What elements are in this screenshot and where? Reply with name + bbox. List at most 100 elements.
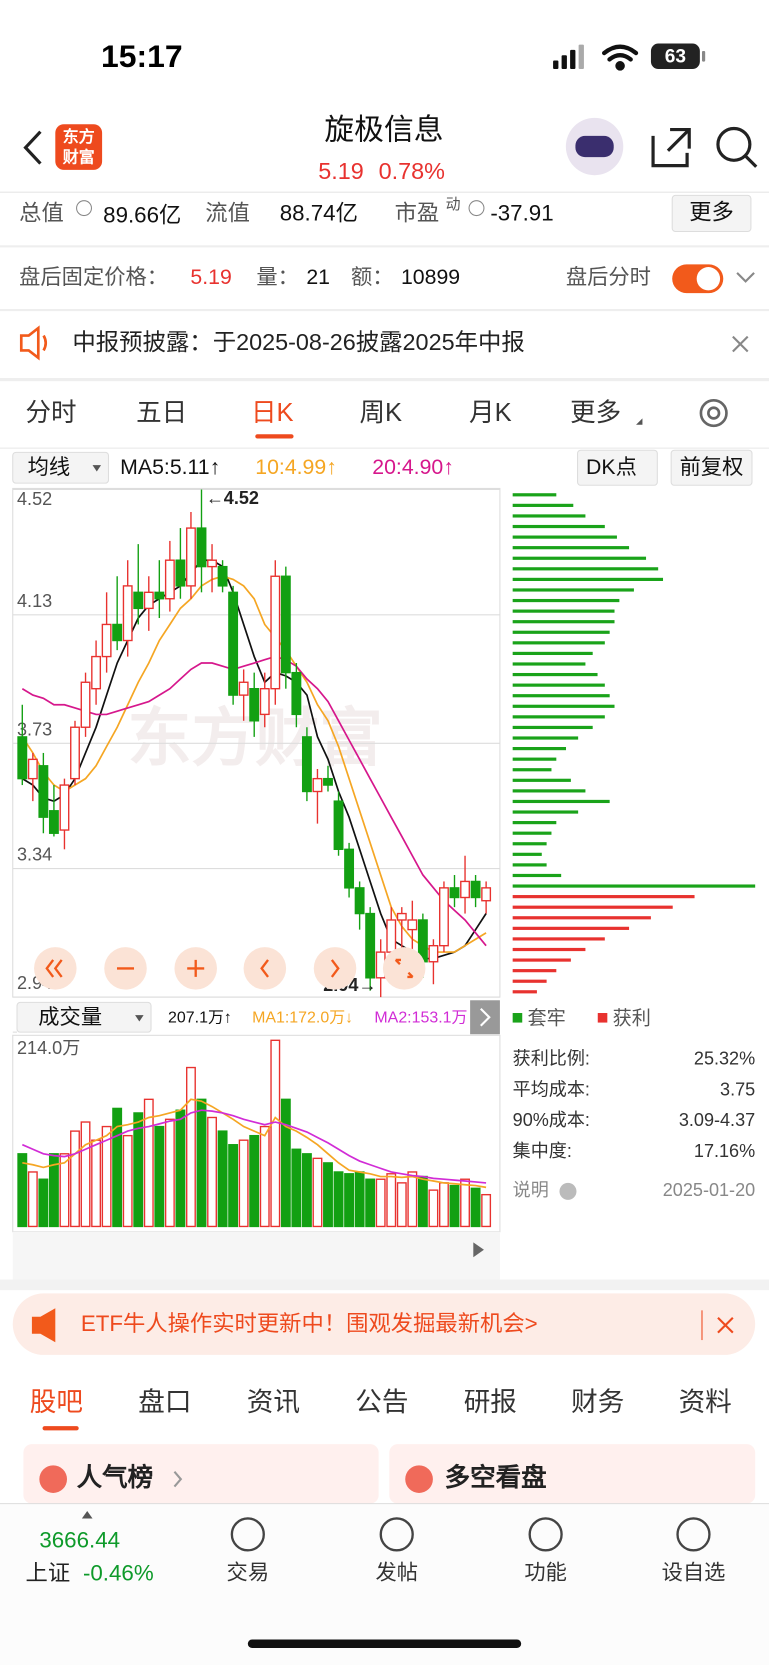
- chip-bar: [512, 873, 562, 878]
- search-button[interactable]: [716, 126, 758, 168]
- period-tab[interactable]: 月K: [469, 399, 512, 427]
- y-tick-label: 4.52: [17, 489, 52, 509]
- candle-body: [365, 912, 376, 979]
- nav-label[interactable]: 交易: [227, 1560, 270, 1584]
- card[interactable]: [389, 1444, 756, 1504]
- candle-body: [217, 565, 228, 587]
- volume-bar: [407, 1171, 418, 1228]
- section-tab[interactable]: 资讯: [247, 1387, 300, 1417]
- legend-label: 套牢: [528, 1007, 566, 1029]
- status-time: 15:17: [101, 38, 183, 74]
- nav-label[interactable]: 发帖: [375, 1560, 418, 1584]
- adjust-button[interactable]: [670, 449, 753, 486]
- section-tab[interactable]: 盘口: [138, 1387, 191, 1417]
- section-tab[interactable]: 财务: [571, 1387, 624, 1417]
- candle-body: [344, 848, 355, 889]
- chip-bar: [512, 757, 557, 761]
- chip-bar: [512, 916, 651, 920]
- close-notice[interactable]: [732, 335, 749, 353]
- after-hours-label: 盘后固定价格：: [19, 265, 168, 289]
- volume-bar: [439, 1182, 449, 1228]
- chip-bar: [512, 598, 620, 603]
- candle-body: [133, 591, 144, 610]
- note-label[interactable]: 说明: [513, 1180, 549, 1200]
- chip-bar: [512, 651, 593, 656]
- after-hours-label: 额：: [351, 265, 394, 289]
- chip-bar: [512, 768, 552, 772]
- nav-icon[interactable]: [230, 1517, 265, 1552]
- volume-bar: [417, 1175, 428, 1228]
- volume-chart: 214.0万2024112220520250106: [12, 1031, 492, 1260]
- control-button[interactable]: [313, 947, 357, 990]
- candle-body: [301, 736, 312, 793]
- banner-close[interactable]: [717, 1317, 734, 1334]
- section-tab[interactable]: 资料: [679, 1387, 732, 1417]
- stat-label: 平均成本:: [513, 1079, 590, 1099]
- volume-bar: [301, 1153, 312, 1228]
- control-button[interactable]: [243, 947, 287, 990]
- volume-bar: [175, 1109, 186, 1228]
- chip-bar: [512, 979, 547, 983]
- more-button[interactable]: [671, 194, 752, 233]
- dk-button[interactable]: [577, 449, 658, 486]
- nav-icon[interactable]: [379, 1517, 414, 1552]
- period-tab[interactable]: 分时: [26, 399, 77, 427]
- candle-body: [428, 944, 439, 963]
- candle-body: [196, 527, 207, 568]
- period-tab[interactable]: 更多: [570, 399, 621, 427]
- stat-label: 市盈: [395, 200, 440, 225]
- period-tab[interactable]: 五日: [136, 399, 187, 427]
- settings-icon[interactable]: [699, 398, 728, 428]
- expand-panel[interactable]: [470, 1000, 500, 1035]
- section-tab[interactable]: 公告: [355, 1387, 408, 1417]
- info-icon: [559, 1182, 577, 1200]
- index-value[interactable]: 3666.44: [39, 1528, 120, 1553]
- section-tabs: 股吧 盘口 资讯 公告 研报 财务 资料: [30, 1387, 732, 1431]
- section-tab[interactable]: 股吧: [30, 1387, 83, 1417]
- candle-body: [91, 655, 102, 690]
- volume-selector[interactable]: [16, 1001, 152, 1033]
- volume-bar: [17, 1153, 28, 1228]
- stock-title: 旋极信息: [324, 114, 443, 147]
- ma-line: [21, 575, 487, 953]
- card[interactable]: [23, 1444, 379, 1504]
- period-tabs: 分时 五日 日K 周K 月K 更多: [26, 399, 643, 439]
- volume-bar: [228, 1144, 239, 1228]
- nav-label[interactable]: 设自选: [662, 1560, 726, 1584]
- scroll-arrow[interactable]: [473, 1242, 484, 1258]
- share-button[interactable]: [651, 127, 691, 168]
- candle-body: [80, 681, 91, 728]
- back-button[interactable]: [23, 130, 42, 165]
- nav-icon[interactable]: [528, 1517, 563, 1552]
- control-button[interactable]: [382, 947, 426, 990]
- stat-label: 总值: [19, 200, 64, 225]
- ma-selector[interactable]: [12, 451, 110, 484]
- expand-icon[interactable]: [736, 272, 755, 283]
- chip-bar: [512, 842, 547, 846]
- chip-bar: [512, 852, 542, 856]
- volume-bar: [59, 1153, 70, 1228]
- section-tab[interactable]: 研报: [464, 1387, 517, 1417]
- chip-bar: [512, 778, 571, 782]
- logo[interactable]: [55, 124, 103, 170]
- candle-body: [460, 880, 470, 899]
- notice-text[interactable]: 中报预披露：于2025-08-26披露2025年中报: [72, 329, 524, 355]
- volume-bar: [27, 1171, 38, 1228]
- chip-bar: [512, 810, 579, 814]
- chip-bar: [512, 535, 617, 539]
- chip-bar: [512, 630, 610, 634]
- candle-body: [312, 777, 323, 793]
- volume-bar: [365, 1178, 376, 1228]
- nav-icon[interactable]: [676, 1517, 711, 1552]
- nav-label[interactable]: 功能: [524, 1560, 567, 1584]
- volume-bar: [48, 1153, 59, 1228]
- period-tab[interactable]: 周K: [360, 399, 403, 427]
- volume-ma-line: [22, 1098, 487, 1189]
- dropdown-arrow: [92, 465, 102, 472]
- chip-bar: [512, 694, 610, 698]
- volume-bar: [143, 1098, 154, 1228]
- period-tab[interactable]: 日K: [251, 399, 294, 427]
- candle-body: [27, 758, 38, 780]
- banner[interactable]: [12, 1293, 756, 1355]
